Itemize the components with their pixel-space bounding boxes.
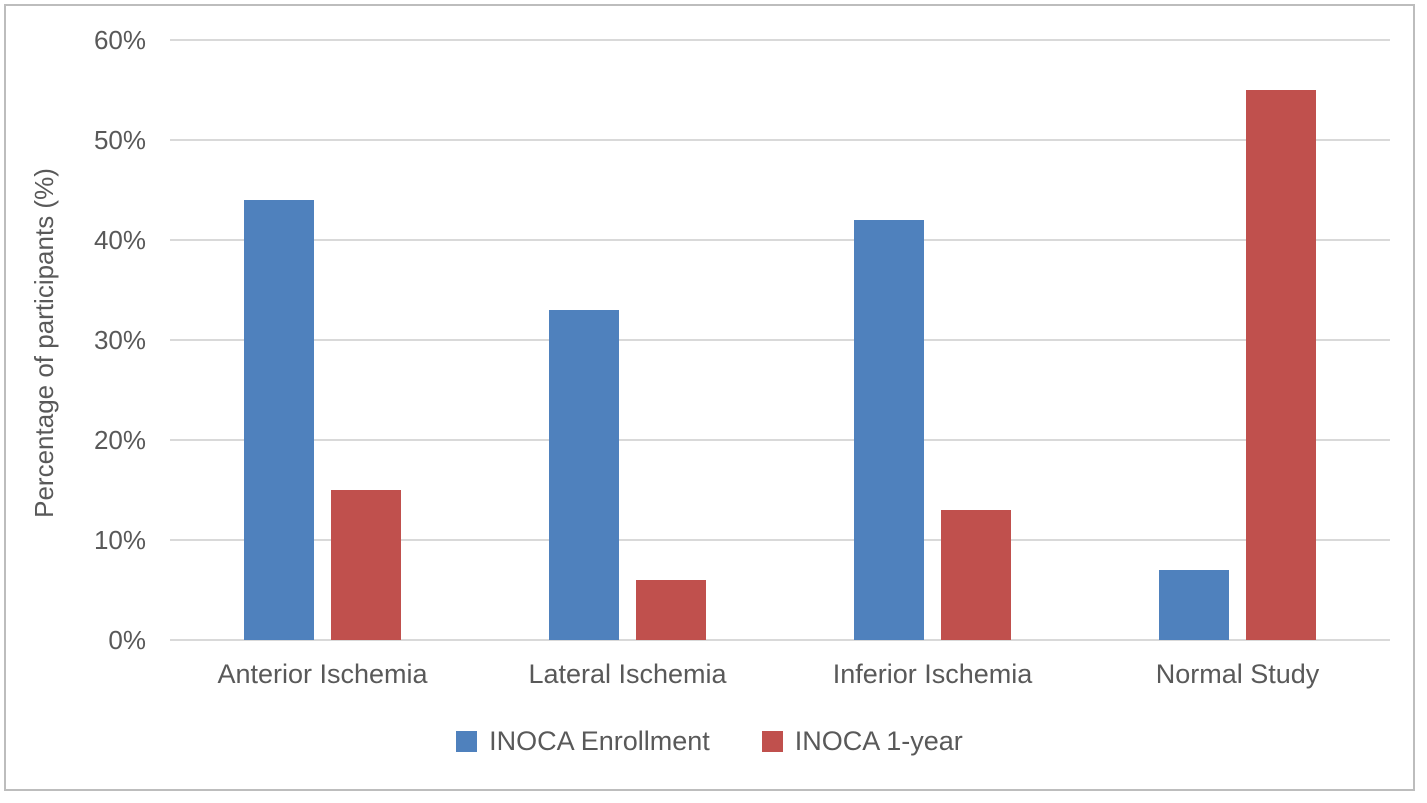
gridline-10% — [170, 539, 1390, 541]
y-tick-label: 10% — [93, 525, 146, 555]
legend-item-inoca-enrollment: INOCA Enrollment — [456, 726, 710, 757]
legend-marker-inoca-enrollment — [456, 731, 478, 752]
y-tick-label: 30% — [93, 325, 146, 355]
legend-marker-inoca-1-year — [761, 731, 783, 752]
legend-label: INOCA 1-year — [794, 726, 963, 756]
bar-anterior-ischemia-inoca-enrollment — [244, 200, 314, 640]
y-tick-label: 50% — [93, 125, 146, 155]
bar-normal-study-inoca-1-year — [1246, 90, 1316, 640]
chart-figure: Percentage of participants (%) 0% 10% 20% 3… — [4, 4, 1415, 791]
gridline-40% — [170, 239, 1390, 241]
gridline-60% — [170, 39, 1390, 41]
y-tick-label: 20% — [93, 425, 146, 455]
y-tick-label: 40% — [93, 225, 146, 255]
bar-inferior-ischemia-inoca-1-year — [941, 510, 1011, 640]
gridline-30% — [170, 339, 1390, 341]
legend-label: INOCA Enrollment — [489, 726, 710, 756]
gridline-20% — [170, 439, 1390, 441]
legend-item-inoca-1-year: INOCA 1-year — [761, 726, 963, 757]
x-category-label: Lateral Ischemia — [528, 659, 727, 689]
bar-inferior-ischemia-inoca-enrollment — [854, 220, 924, 640]
x-category-label: Normal Study — [1155, 659, 1320, 689]
bar-anterior-ischemia-inoca-1-year — [331, 490, 401, 640]
bar-lateral-ischemia-inoca-enrollment — [549, 310, 619, 640]
legend: INOCA Enrollment INOCA 1-year — [6, 726, 1413, 757]
y-tick-label: 0% — [108, 625, 146, 655]
x-axis-baseline — [170, 639, 1390, 641]
bar-normal-study-inoca-enrollment — [1159, 570, 1229, 640]
gridline-50% — [170, 139, 1390, 141]
bar-lateral-ischemia-inoca-1-year — [636, 580, 706, 640]
x-category-label: Anterior Ischemia — [217, 659, 428, 689]
y-tick-label: 60% — [93, 25, 146, 55]
x-category-label: Inferior Ischemia — [832, 659, 1033, 689]
